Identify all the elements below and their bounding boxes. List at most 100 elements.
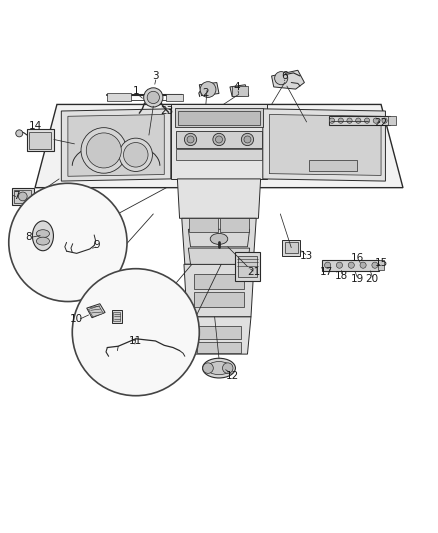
Text: 11: 11 — [129, 336, 142, 346]
Bar — [27, 130, 54, 151]
Polygon shape — [113, 312, 120, 321]
Text: 2: 2 — [202, 88, 209, 99]
Polygon shape — [187, 317, 251, 354]
Bar — [12, 188, 34, 205]
Bar — [322, 260, 379, 271]
Bar — [378, 260, 384, 270]
Circle shape — [356, 118, 361, 123]
Text: 14: 14 — [28, 122, 42, 131]
Bar — [176, 149, 261, 160]
Circle shape — [336, 262, 343, 268]
Bar — [309, 160, 357, 171]
Text: 1: 1 — [132, 86, 139, 96]
Text: 13: 13 — [300, 251, 313, 261]
Bar — [194, 292, 244, 307]
Text: 10: 10 — [70, 314, 83, 324]
Circle shape — [203, 363, 213, 374]
Text: 8: 8 — [25, 232, 32, 242]
Text: 4: 4 — [233, 82, 240, 92]
Polygon shape — [88, 306, 103, 317]
Bar — [388, 116, 396, 125]
Bar — [237, 255, 257, 278]
Polygon shape — [112, 310, 122, 322]
Bar — [166, 94, 183, 101]
Bar — [197, 342, 241, 353]
Circle shape — [372, 262, 378, 268]
Ellipse shape — [36, 230, 49, 238]
Text: 7: 7 — [13, 191, 20, 201]
Circle shape — [364, 118, 370, 123]
Bar — [176, 131, 261, 148]
Polygon shape — [230, 85, 249, 96]
Circle shape — [329, 118, 335, 123]
Circle shape — [16, 130, 23, 137]
Ellipse shape — [36, 237, 49, 245]
Circle shape — [184, 133, 197, 146]
Bar — [14, 190, 31, 203]
Bar — [282, 240, 300, 255]
Circle shape — [200, 82, 216, 98]
Circle shape — [187, 136, 194, 143]
Bar — [107, 93, 131, 101]
Text: 20: 20 — [366, 274, 379, 284]
Bar — [194, 274, 244, 289]
Circle shape — [213, 133, 225, 146]
Circle shape — [147, 91, 159, 103]
Text: 17: 17 — [320, 266, 333, 277]
Polygon shape — [263, 109, 385, 181]
Circle shape — [9, 183, 127, 302]
Text: 21: 21 — [247, 266, 261, 277]
Bar — [233, 86, 248, 96]
Bar — [175, 108, 263, 127]
Polygon shape — [184, 264, 254, 317]
Text: 19: 19 — [350, 274, 364, 284]
Polygon shape — [199, 83, 219, 96]
Text: 6: 6 — [281, 71, 288, 81]
Circle shape — [347, 118, 352, 123]
Ellipse shape — [210, 233, 228, 245]
Circle shape — [360, 262, 366, 268]
Polygon shape — [177, 179, 261, 219]
Circle shape — [241, 133, 254, 146]
Bar — [29, 132, 51, 149]
Circle shape — [119, 138, 152, 172]
Polygon shape — [269, 115, 381, 175]
Bar — [285, 242, 298, 253]
Circle shape — [18, 192, 27, 201]
Bar — [220, 218, 249, 232]
Circle shape — [72, 269, 199, 395]
Polygon shape — [188, 229, 250, 247]
Circle shape — [86, 133, 121, 168]
Polygon shape — [35, 104, 403, 188]
Bar — [197, 326, 241, 339]
Ellipse shape — [207, 361, 231, 375]
Polygon shape — [171, 104, 267, 179]
Text: 18: 18 — [335, 271, 348, 281]
Text: 15: 15 — [374, 258, 388, 268]
Bar — [328, 116, 390, 125]
Polygon shape — [68, 115, 164, 176]
Circle shape — [244, 136, 251, 143]
Bar — [189, 218, 218, 232]
Polygon shape — [188, 248, 250, 264]
Polygon shape — [87, 304, 105, 318]
Circle shape — [373, 118, 378, 123]
Text: 23: 23 — [160, 106, 173, 116]
Bar — [178, 110, 259, 125]
Polygon shape — [182, 219, 256, 264]
Circle shape — [144, 88, 163, 107]
Text: 16: 16 — [350, 253, 364, 263]
Circle shape — [215, 136, 223, 143]
Circle shape — [223, 363, 233, 374]
Ellipse shape — [202, 358, 236, 378]
Circle shape — [124, 142, 148, 167]
Polygon shape — [272, 70, 304, 89]
Circle shape — [81, 128, 127, 173]
Ellipse shape — [32, 221, 53, 251]
Text: 12: 12 — [226, 371, 239, 381]
Circle shape — [275, 71, 288, 85]
Circle shape — [382, 118, 387, 123]
Text: 9: 9 — [93, 240, 100, 251]
Bar — [235, 252, 260, 281]
Text: 22: 22 — [374, 118, 388, 128]
